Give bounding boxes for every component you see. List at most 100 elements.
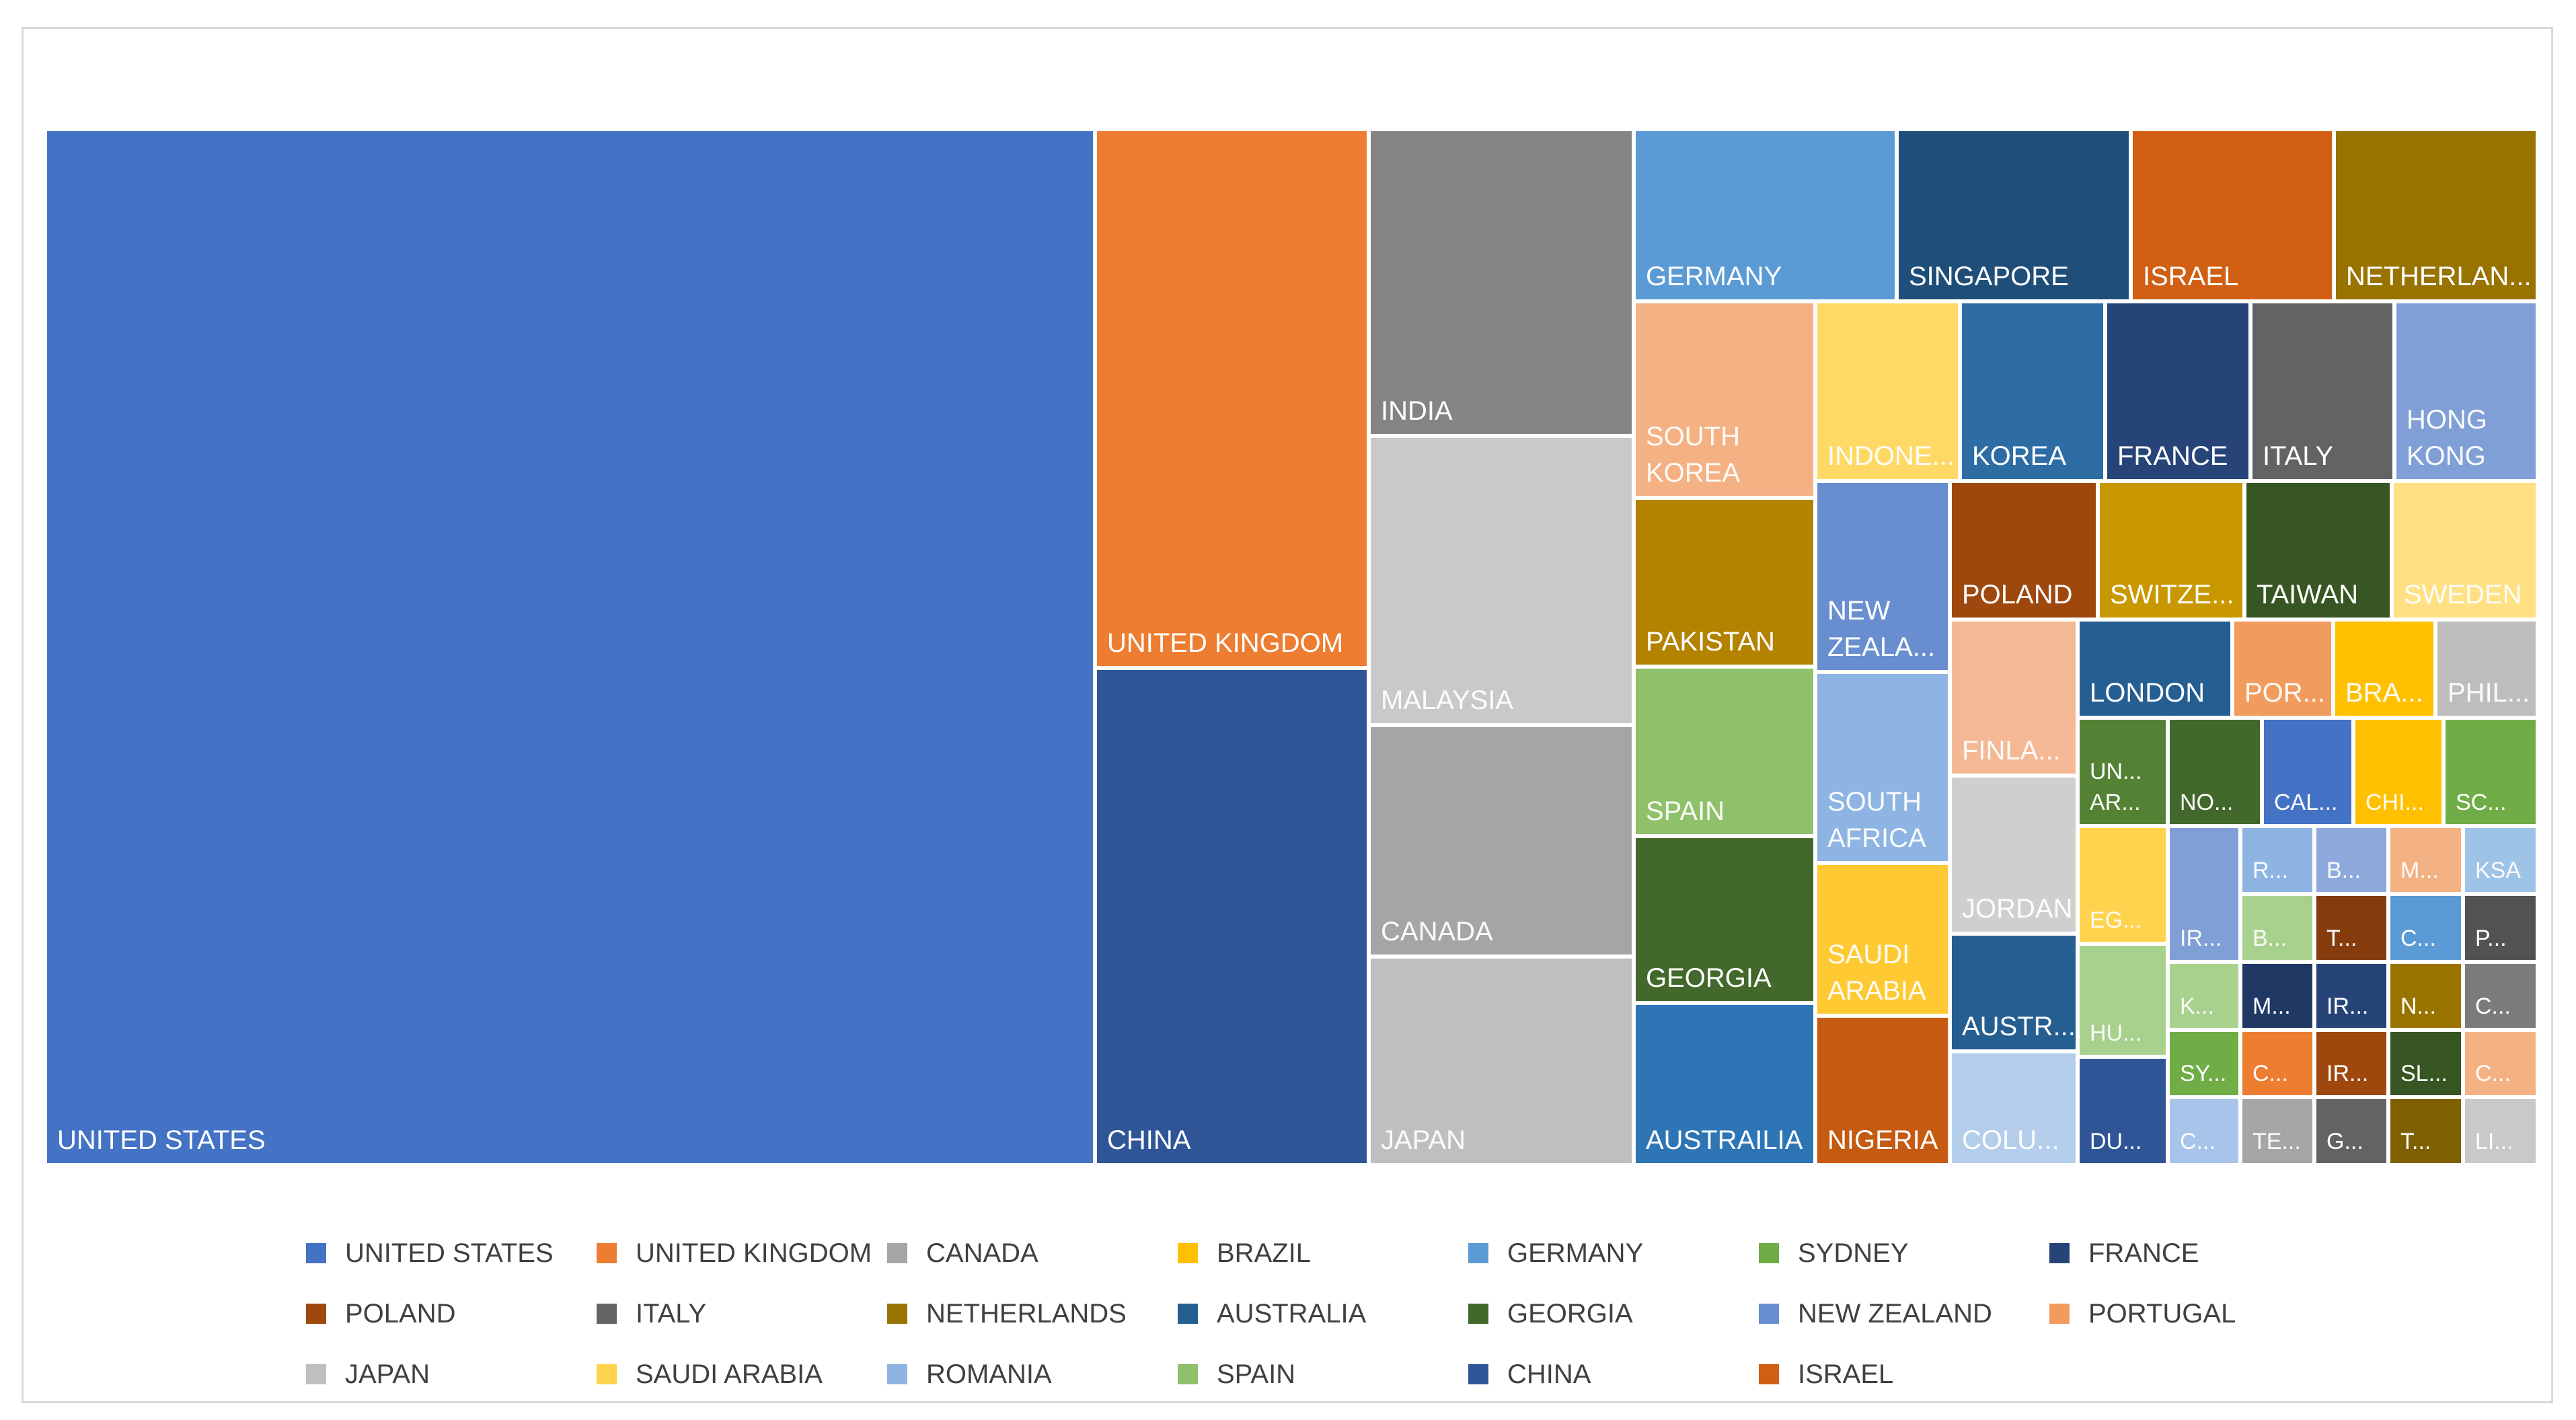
treemap-cell-label: PAKISTAN xyxy=(1646,627,1775,657)
treemap-cell-c: C... xyxy=(2461,960,2540,1032)
treemap-rect xyxy=(2351,716,2446,828)
treemap-cell-ir: IR... xyxy=(2166,824,2242,964)
treemap-cell-switze: SWITZE... xyxy=(2096,479,2246,622)
chart-frame: UNITED STATES UNITED KINGDOM CHINA INDIA MAL… xyxy=(22,27,2553,1403)
treemap-cell-singapore: SINGAPORE xyxy=(1895,127,2133,303)
legend-swatch xyxy=(2049,1304,2070,1324)
treemap-cell-m: M... xyxy=(2238,960,2316,1032)
treemap-rect xyxy=(1948,479,2100,622)
treemap-cell-label: SPAIN xyxy=(1646,796,1725,826)
treemap-cell-label: POLAND xyxy=(1962,580,2073,609)
treemap-cell-label: CHI... xyxy=(2365,790,2424,815)
treemap-cell-label: PHIL... xyxy=(2448,678,2530,708)
treemap-cell-georgia: GEORGIA xyxy=(1632,834,1817,1005)
treemap-cell-label: C... xyxy=(2400,926,2436,951)
legend-label: NETHERLANDS xyxy=(926,1298,1127,1329)
treemap-cell-label: NEW ZEALA... xyxy=(1827,596,1935,662)
treemap-cell-canada: CANADA xyxy=(1367,723,1636,959)
treemap-cell-label: NETHERLAN... xyxy=(2346,262,2532,291)
treemap-cell-pakistan: PAKISTAN xyxy=(1632,496,1817,669)
legend-swatch xyxy=(306,1243,326,1263)
treemap-cell-israel: ISRAEL xyxy=(2129,127,2336,303)
treemap-cell-label: B... xyxy=(2252,926,2287,951)
treemap-cell-united-kingdom: UNITED KINGDOM xyxy=(1093,127,1371,670)
treemap-cell-p: P... xyxy=(2461,892,2540,964)
treemap-cell-du: DU... xyxy=(2076,1055,2170,1167)
treemap-cell-label: NIGERIA xyxy=(1827,1125,1938,1155)
legend-swatch xyxy=(1468,1304,1488,1324)
legend-label: POLAND xyxy=(345,1298,456,1329)
treemap-cell-hong-kong: HONG KONG xyxy=(2392,299,2540,483)
legend-item-brazil: BRAZIL xyxy=(1178,1233,1311,1273)
treemap-cell-sy: SY... xyxy=(2166,1028,2242,1099)
treemap-cell-poland: POLAND xyxy=(1948,479,2100,622)
legend-item-canada: CANADA xyxy=(887,1233,1038,1273)
legend-swatch xyxy=(1468,1364,1488,1384)
treemap-cell-bra: BRA... xyxy=(2331,618,2437,720)
treemap-cell-label: KOREA xyxy=(1972,441,2066,471)
legend-label: ROMANIA xyxy=(926,1359,1052,1389)
treemap-cell-label: SC... xyxy=(2456,790,2507,815)
treemap-cell-label: UN... AR... xyxy=(2090,759,2142,815)
treemap-cell-label: EG... xyxy=(2090,907,2142,933)
treemap-rect xyxy=(2331,618,2437,720)
legend-swatch xyxy=(306,1304,326,1324)
treemap-rect xyxy=(1948,618,2080,778)
legend-swatch xyxy=(1759,1243,1779,1263)
treemap-cell-india: INDIA xyxy=(1367,127,1636,438)
legend-item-israel: ISRAEL xyxy=(1759,1354,1893,1394)
treemap-cell-label: POR... xyxy=(2244,678,2325,708)
treemap-cell-jordan: JORDAN xyxy=(1948,774,2080,936)
treemap-rect xyxy=(1093,127,1371,670)
treemap-rect xyxy=(2461,1028,2540,1099)
treemap-cell-label: UNITED KINGDOM xyxy=(1107,628,1343,658)
legend-swatch xyxy=(1759,1304,1779,1324)
treemap-cell-chi: CHI... xyxy=(2351,716,2446,828)
treemap-rect xyxy=(2096,479,2246,622)
legend-label: UNITED STATES xyxy=(345,1238,554,1268)
treemap-cell-france: FRANCE xyxy=(2103,299,2252,483)
treemap-cell-saudi-arabia: SAUDI ARABIA xyxy=(1813,861,1952,1018)
treemap-cell-b: B... xyxy=(2312,824,2390,896)
treemap-cell-united-states: UNITED STATES xyxy=(43,127,1097,1167)
treemap-rect xyxy=(2242,479,2394,622)
treemap-rect xyxy=(2390,479,2540,622)
legend-label: ITALY xyxy=(636,1298,707,1329)
treemap-cell-label: SAUDI ARABIA xyxy=(1827,940,1926,1006)
treemap-cell-label: ISRAEL xyxy=(2143,262,2238,291)
treemap-cell-label: FRANCE xyxy=(2117,441,2228,471)
treemap-cell-t: T... xyxy=(2386,1095,2465,1167)
treemap-rect xyxy=(2238,960,2316,1032)
treemap-cell-label: G... xyxy=(2326,1129,2363,1154)
treemap-cell-label: LONDON xyxy=(2090,678,2205,708)
treemap-cell-label: CANADA xyxy=(1381,917,1493,946)
legend-label: SAUDI ARABIA xyxy=(636,1359,823,1389)
treemap-cell-label: BRA... xyxy=(2345,678,2423,708)
treemap-cell-label: JORDAN xyxy=(1962,894,2072,924)
legend-label: AUSTRALIA xyxy=(1217,1298,1367,1329)
treemap-cell-g: G... xyxy=(2312,1095,2390,1167)
treemap-cell-korea: KOREA xyxy=(1958,299,2107,483)
legend-swatch xyxy=(1178,1243,1198,1263)
legend-item-netherlands: NETHERLANDS xyxy=(887,1294,1127,1334)
legend-label: NEW ZEALAND xyxy=(1798,1298,1992,1329)
treemap-cell-label: IR... xyxy=(2326,994,2368,1019)
treemap-cell-italy: ITALY xyxy=(2248,299,2396,483)
treemap-cell-label: AUSTRAILIA xyxy=(1646,1125,1803,1155)
treemap-cell-nigeria: NIGERIA xyxy=(1813,1014,1952,1167)
legend-item-new-zealand: NEW ZEALAND xyxy=(1759,1294,1992,1334)
treemap-cell-eg: EG... xyxy=(2076,824,2170,946)
treemap-rect xyxy=(2392,299,2540,483)
treemap-cell-label: T... xyxy=(2400,1129,2431,1154)
treemap-cell-label: SOUTH KOREA xyxy=(1646,422,1740,488)
legend-label: ISRAEL xyxy=(1798,1359,1894,1389)
treemap-cell-phil: PHIL... xyxy=(2433,618,2540,720)
treemap-cell-japan: JAPAN xyxy=(1367,955,1636,1167)
treemap-cell-netherlan: NETHERLAN... xyxy=(2332,127,2540,303)
treemap-cell-taiwan: TAIWAN xyxy=(2242,479,2394,622)
treemap-rect xyxy=(43,127,1097,1167)
treemap-cell-n: N... xyxy=(2386,960,2465,1032)
treemap-cell-malaysia: MALAYSIA xyxy=(1367,434,1636,727)
treemap-rect xyxy=(2076,716,2170,828)
treemap-cell-label: NO... xyxy=(2180,790,2233,815)
